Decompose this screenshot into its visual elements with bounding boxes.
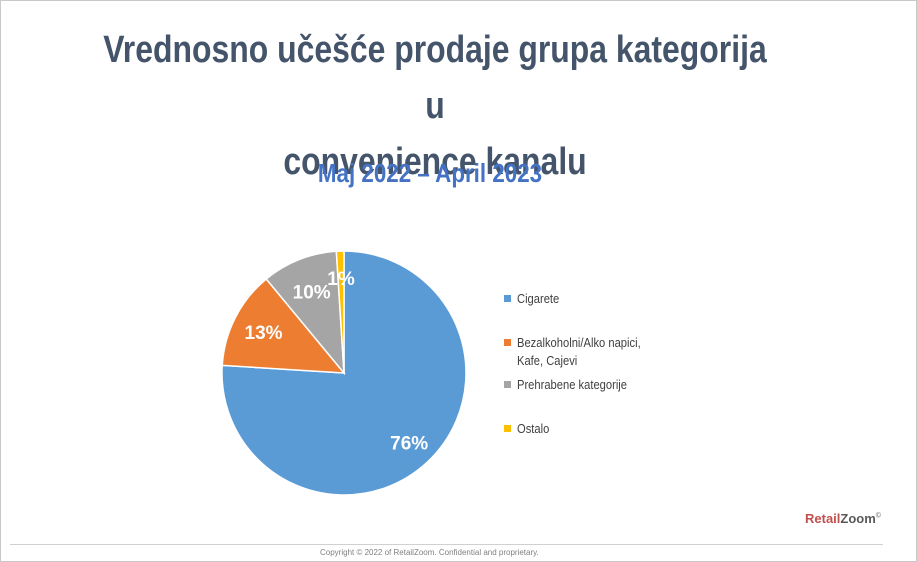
pie-data-label-0: 76% bbox=[390, 433, 428, 454]
legend-swatch bbox=[504, 295, 511, 302]
pie-data-label-1: 13% bbox=[245, 323, 283, 344]
legend-swatch bbox=[504, 339, 511, 346]
pie-slice-1 bbox=[221, 277, 346, 374]
pie-data-label-2: 10% bbox=[293, 282, 331, 303]
chart-title: Vrednosno učešće prodaje grupa kategorij… bbox=[103, 22, 767, 190]
legend-label: Bezalkoholni/Alko napici, Kafe, Cajevi bbox=[517, 335, 641, 368]
retailzoom-logo: RetailZoom© bbox=[805, 511, 881, 526]
legend-item-cigarete: Cigarete bbox=[504, 290, 566, 308]
chart-title-line-1: Vrednosno učešće prodaje grupa kategorij… bbox=[103, 29, 767, 127]
legend-swatch bbox=[504, 425, 511, 432]
footer-copyright: Copyright © 2022 of RetailZoom. Confiden… bbox=[320, 548, 539, 557]
legend-item-napici: Bezalkoholni/Alko napici, Kafe, Cajevi bbox=[504, 334, 661, 370]
legend-swatch bbox=[504, 381, 511, 388]
chart-subtitle: Maj 2022 – April 2023 bbox=[317, 158, 543, 188]
legend-label: Cigarete bbox=[517, 291, 560, 306]
pie-slice-2 bbox=[265, 250, 345, 376]
legend-label: Prehrabene kategorije bbox=[517, 377, 628, 392]
footer-divider bbox=[10, 544, 883, 545]
legend-label: Ostalo bbox=[517, 421, 550, 436]
chart-title-line-2: convenience kanalu bbox=[283, 141, 587, 183]
pie-slice-3 bbox=[335, 250, 345, 374]
legend-item-prehrabene: Prehrabene kategorije bbox=[504, 376, 645, 394]
legend-item-ostalo: Ostalo bbox=[504, 420, 555, 438]
pie-data-label-3: 1% bbox=[327, 269, 355, 290]
